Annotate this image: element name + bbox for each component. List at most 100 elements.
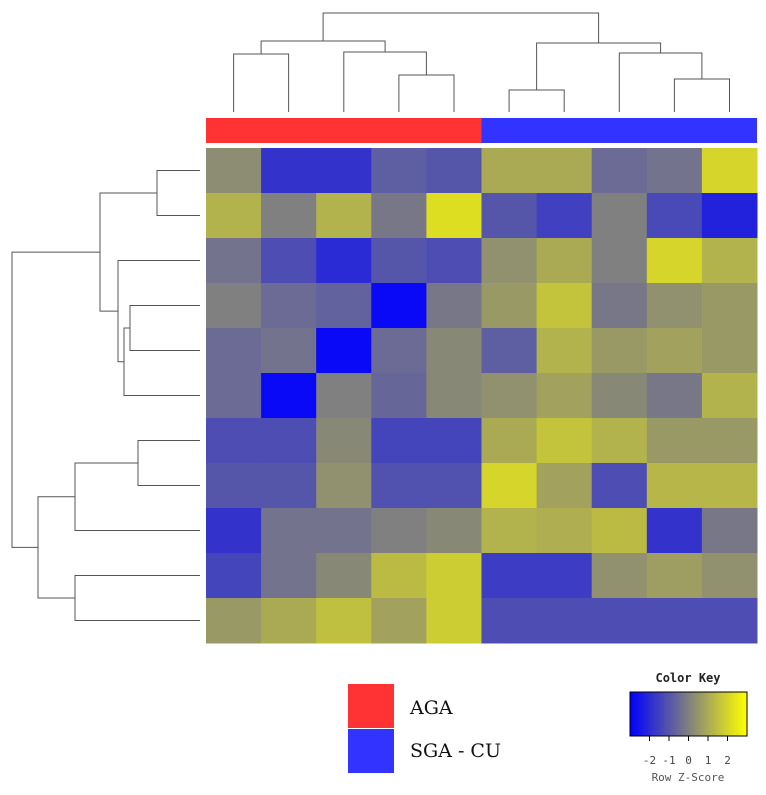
heatmap-cell	[316, 463, 372, 509]
heatmap-cell	[426, 193, 482, 239]
heatmap-cell	[206, 283, 262, 329]
heatmap-cell	[371, 238, 427, 284]
heatmap-cell	[536, 283, 593, 329]
heatmap-cell	[646, 553, 703, 599]
heatmap-cell	[646, 328, 703, 374]
heatmap-cell	[481, 283, 538, 329]
heatmap-cell	[371, 148, 427, 194]
dendrogram-link	[618, 52, 703, 112]
heatmap-cell	[261, 328, 317, 374]
heatmap-cell	[426, 508, 482, 554]
heatmap-cell	[206, 238, 262, 284]
heatmap-cell	[261, 193, 317, 239]
heatmap-cell	[206, 508, 262, 554]
heatmap-cell	[701, 508, 758, 554]
column-dendrogram	[233, 12, 730, 112]
dendrogram-link	[11, 251, 100, 548]
heatmap-cell	[646, 373, 703, 419]
heatmap-cell	[591, 598, 648, 644]
heatmap-cell	[426, 553, 482, 599]
heatmap-cell	[646, 148, 703, 194]
heatmap-cell	[591, 328, 648, 374]
heatmap-cell	[591, 508, 648, 554]
dendrogram-link	[343, 51, 427, 112]
dendrogram-link	[156, 170, 200, 216]
heatmap-cell	[316, 418, 372, 464]
group-bar-segment	[481, 118, 757, 143]
color-key-gradient	[629, 691, 748, 737]
heatmap-cell	[206, 328, 262, 374]
heatmap-cell	[316, 373, 372, 419]
heatmap-cell	[261, 238, 317, 284]
dendrogram-link	[322, 12, 600, 43]
color-key-tick-label: 1	[705, 754, 712, 767]
heatmap-cell	[481, 238, 538, 284]
color-key-tick-label: 2	[724, 754, 731, 767]
dendrogram-link	[233, 53, 290, 112]
dendrogram-link	[508, 89, 565, 112]
heatmap-cell	[536, 148, 593, 194]
heatmap-cell	[591, 553, 648, 599]
heatmap-cell	[701, 463, 758, 509]
heatmap-cell	[371, 193, 427, 239]
dendrogram-link	[398, 74, 455, 112]
heatmap-cell	[316, 148, 372, 194]
heatmap-cell	[701, 283, 758, 329]
heatmap-cell	[316, 553, 372, 599]
heatmap-cell	[261, 373, 317, 419]
heatmap-cell	[206, 553, 262, 599]
heatmap-cell	[316, 283, 372, 329]
color-key-xlabel: Row Z-Score	[652, 771, 725, 784]
heatmap-cell	[371, 463, 427, 509]
heatmap-cell	[316, 508, 372, 554]
heatmap-cell	[591, 418, 648, 464]
heatmap-cell	[536, 553, 593, 599]
heatmap-cell	[536, 238, 593, 284]
heatmap-cell	[646, 418, 703, 464]
group-bar-segment	[206, 118, 482, 143]
heatmap-cell	[536, 508, 593, 554]
heatmap-cell	[206, 418, 262, 464]
legend-swatch-sga-cu	[348, 729, 394, 773]
heatmap-cell	[481, 598, 538, 644]
heatmap-cell	[536, 373, 593, 419]
color-key-title: Color Key	[655, 671, 720, 685]
heatmap-cell	[316, 598, 372, 644]
heatmap-cell	[481, 508, 538, 554]
heatmap-cell	[316, 328, 372, 374]
heatmap-cell	[536, 463, 593, 509]
heatmap-cell	[426, 463, 482, 509]
dendrogram-link	[137, 440, 200, 486]
dendrogram-link	[123, 327, 200, 396]
heatmap-cell	[701, 328, 758, 374]
legend-label-sga-cu: SGA - CU	[410, 740, 501, 762]
legend-swatch-aga	[348, 684, 394, 728]
heatmap-cell	[646, 238, 703, 284]
heatmap-cell	[206, 193, 262, 239]
heatmap-cell	[316, 238, 372, 284]
heatmap-cell	[591, 193, 648, 239]
heatmap-cell	[536, 598, 593, 644]
heatmap-cell	[316, 193, 372, 239]
color-key: Color Key -2 -1 0 1 2 Row Z-Score	[629, 671, 748, 784]
heatmap-cell	[701, 373, 758, 419]
heatmap-cell	[646, 463, 703, 509]
heatmap-cell	[261, 508, 317, 554]
heatmap-cell	[261, 148, 317, 194]
heatmap-cell	[591, 373, 648, 419]
heatmap-cell	[206, 373, 262, 419]
heatmap-cell	[481, 418, 538, 464]
heatmap-cell	[701, 553, 758, 599]
heatmap-cell	[261, 418, 317, 464]
heatmap-cell	[701, 238, 758, 284]
heatmap-cell	[591, 463, 648, 509]
color-key-tick-label: -1	[662, 754, 675, 767]
heatmap-cell	[646, 508, 703, 554]
heatmap-cell	[701, 193, 758, 239]
heatmap-cell	[481, 148, 538, 194]
heatmap-cell	[371, 418, 427, 464]
dendrogram-link	[536, 42, 662, 90]
heatmap-cell	[261, 463, 317, 509]
